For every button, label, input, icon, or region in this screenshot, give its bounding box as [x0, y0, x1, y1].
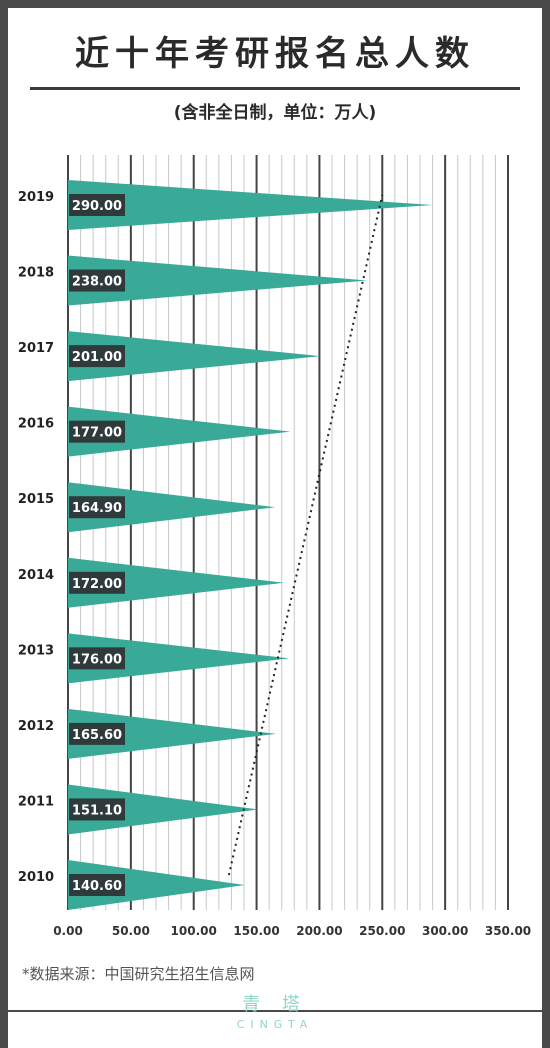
data-label: 172.00 [72, 577, 122, 592]
data-label: 177.00 [72, 426, 122, 441]
frame-right-border [542, 0, 550, 1048]
bar [68, 482, 276, 533]
brand-subname: CINGTA [236, 1018, 314, 1031]
data-label-background [69, 571, 125, 594]
category-label: 2015 [18, 492, 54, 507]
brand-name: 青 塔 [242, 994, 308, 1015]
footer-divider [0, 1010, 550, 1012]
chart-subtitle: (含非全日制，单位：万人) [173, 103, 377, 123]
frame-left-border [0, 0, 8, 1048]
data-label: 201.00 [72, 350, 122, 365]
data-label-background [69, 194, 125, 216]
category-label: 2016 [18, 417, 54, 432]
chart-title: 近十年考研报名总人数 [75, 34, 475, 74]
data-label: 164.90 [72, 501, 122, 516]
category-label: 2014 [18, 568, 54, 583]
category-label: 2019 [18, 190, 54, 205]
bar [68, 331, 321, 382]
x-tick-label: 150.00 [233, 924, 279, 938]
data-label: 165.60 [72, 728, 122, 743]
bar [68, 784, 258, 835]
data-label: 151.10 [72, 803, 122, 818]
data-label-background [69, 420, 125, 443]
x-tick-label: 100.00 [171, 924, 217, 938]
category-label: 2013 [18, 643, 54, 658]
x-tick-label: 50.00 [112, 924, 150, 938]
bar [68, 406, 291, 457]
trend-line [227, 194, 384, 876]
chart-svg: 0.00 50.00 100.00 150.00 200.00 250.00 300.00 3… [18, 155, 531, 938]
category-label: 2011 [18, 794, 54, 809]
data-label-background [69, 496, 125, 519]
data-label: 290.00 [72, 199, 122, 214]
bar [68, 255, 368, 306]
data-label-background [69, 647, 125, 670]
bar [68, 557, 285, 608]
data-source-note: *数据来源：中国研究生招生信息网 [22, 965, 255, 983]
x-tick-label: 0.00 [53, 924, 83, 938]
bar [68, 180, 433, 230]
category-label: 2010 [18, 870, 54, 885]
frame-top-border [0, 0, 550, 8]
category-label: 2017 [18, 341, 54, 356]
x-tick-label: 250.00 [359, 924, 405, 938]
data-label-background [69, 345, 125, 368]
bar [68, 860, 245, 910]
title-divider [30, 87, 520, 90]
x-tick-label: 300.00 [422, 924, 468, 938]
bar [68, 633, 290, 684]
data-label: 238.00 [72, 275, 122, 290]
data-label-background [69, 874, 125, 896]
data-label-background [69, 798, 125, 821]
brand-background [180, 1012, 370, 1042]
x-tick-label: 200.00 [296, 924, 342, 938]
data-label-background [69, 722, 125, 745]
data-label: 176.00 [72, 652, 122, 667]
category-label: 2012 [18, 719, 54, 734]
data-label: 140.60 [72, 879, 122, 894]
x-tick-label: 350.00 [485, 924, 531, 938]
category-label: 2018 [18, 266, 54, 281]
data-label-background [69, 269, 125, 292]
bar [68, 708, 277, 759]
